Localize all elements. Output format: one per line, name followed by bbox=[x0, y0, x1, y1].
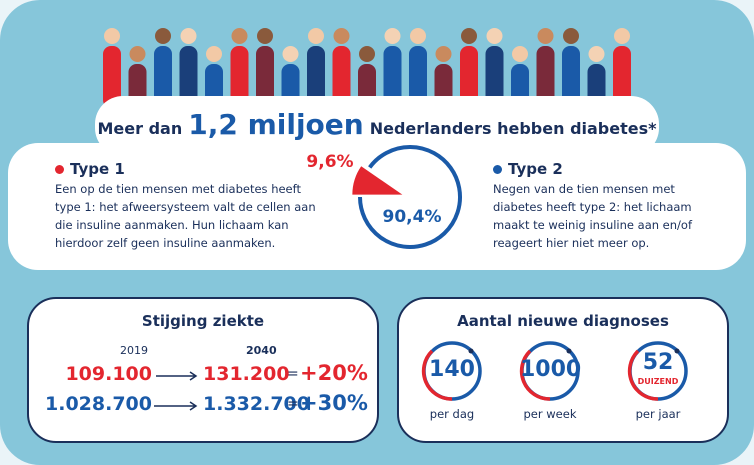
pie: 9,6% 90,4% bbox=[306, 145, 462, 249]
growth-from: 109.100 bbox=[65, 363, 152, 385]
diagnosis-period: per jaar bbox=[635, 407, 681, 421]
diagnoses-panel bbox=[397, 297, 729, 443]
arrow bbox=[154, 401, 198, 411]
headline: Meer dan 1,2 miljoen Nederlanders hebben d… bbox=[0, 108, 754, 141]
diagnosis-period: per dag bbox=[429, 407, 475, 421]
growth-to: 131.200 bbox=[203, 363, 290, 385]
type-block: Type 2 Negen van de tien mensen met diab… bbox=[493, 160, 728, 252]
person-body bbox=[307, 46, 325, 108]
growth-to: 1.332.700 bbox=[203, 393, 310, 415]
year: 2040 bbox=[246, 344, 277, 357]
person-head bbox=[104, 28, 120, 44]
ring-dot bbox=[468, 348, 474, 354]
person-body bbox=[536, 46, 555, 108]
headline-suffix: Nederlanders hebben diabetes* bbox=[369, 119, 657, 138]
person-body bbox=[256, 46, 274, 108]
diagnosis-value: 140 bbox=[429, 357, 475, 382]
person-head bbox=[180, 28, 197, 44]
ring-dot bbox=[674, 348, 680, 354]
headline-prefix: Meer dan bbox=[97, 119, 183, 138]
person-head bbox=[231, 28, 248, 44]
person-head bbox=[129, 46, 146, 62]
headline-banner bbox=[95, 96, 659, 156]
person-body bbox=[179, 46, 198, 108]
diagnosis-period: per week bbox=[523, 407, 577, 421]
growth-from: 1.028.700 bbox=[45, 393, 152, 415]
person-head bbox=[359, 46, 375, 62]
ring-accent bbox=[519, 349, 551, 401]
person-body bbox=[562, 46, 580, 108]
person-head bbox=[282, 46, 299, 62]
pie-slice bbox=[358, 145, 462, 249]
person-body bbox=[154, 46, 172, 108]
type-dot bbox=[55, 165, 64, 174]
person-body bbox=[613, 46, 631, 108]
headline-highlight: 1,2 miljoen bbox=[188, 108, 364, 141]
year: 2019 bbox=[120, 344, 148, 357]
pie-slice bbox=[352, 166, 403, 195]
diagnosis-value: 52 bbox=[642, 350, 674, 375]
person-body bbox=[460, 46, 478, 108]
diagnosis-value: 1000 bbox=[520, 357, 582, 382]
arrows bbox=[154, 371, 198, 411]
growth-change: +20% bbox=[300, 361, 368, 385]
type-block: Type 1 Een op de tien mensen met diabete… bbox=[55, 160, 330, 252]
pie-label: 90,4% bbox=[383, 207, 442, 227]
person-head bbox=[410, 28, 426, 44]
person-head bbox=[486, 28, 503, 44]
type-name: Type 2 bbox=[508, 160, 563, 178]
person-body bbox=[485, 46, 504, 108]
growth-panel bbox=[27, 297, 379, 443]
ring-accent bbox=[627, 349, 659, 401]
person-head bbox=[257, 28, 273, 44]
person-body bbox=[332, 46, 351, 108]
ring-accent bbox=[421, 349, 453, 401]
type-dot bbox=[493, 165, 502, 174]
ring-dot bbox=[566, 348, 572, 354]
person-body bbox=[383, 46, 402, 108]
people-illustration bbox=[103, 28, 631, 108]
type-text: Negen van de tien mensen met diabetes he… bbox=[493, 182, 693, 250]
person-head bbox=[614, 28, 630, 44]
diagnoses-title: Aantal nieuwe diagnoses bbox=[457, 312, 669, 330]
growth-change: +30% bbox=[300, 391, 368, 415]
growth-title: Stijging ziekte bbox=[141, 312, 265, 330]
person-head bbox=[206, 46, 222, 62]
person-head bbox=[537, 28, 554, 44]
person-head bbox=[155, 28, 171, 44]
person-head bbox=[384, 28, 401, 44]
person-head bbox=[435, 46, 452, 62]
person-body bbox=[409, 46, 427, 108]
types-panel bbox=[8, 143, 746, 270]
type-text: Een op de tien mensen met diabetes heeft… bbox=[55, 182, 316, 250]
person-head bbox=[563, 28, 579, 44]
person-head bbox=[308, 28, 324, 44]
person-head bbox=[588, 46, 605, 62]
pie-label: 9,6% bbox=[306, 152, 353, 172]
equals: = bbox=[287, 396, 299, 412]
arrow bbox=[156, 371, 198, 381]
type-name: Type 1 bbox=[70, 160, 125, 178]
person-head bbox=[512, 46, 528, 62]
person-head bbox=[333, 28, 350, 44]
person-body bbox=[103, 46, 121, 108]
person-head bbox=[461, 28, 477, 44]
diagnosis-unit: DUIZEND bbox=[637, 377, 679, 386]
rings bbox=[421, 341, 688, 401]
person-body bbox=[230, 46, 249, 108]
equals: = bbox=[287, 366, 299, 382]
